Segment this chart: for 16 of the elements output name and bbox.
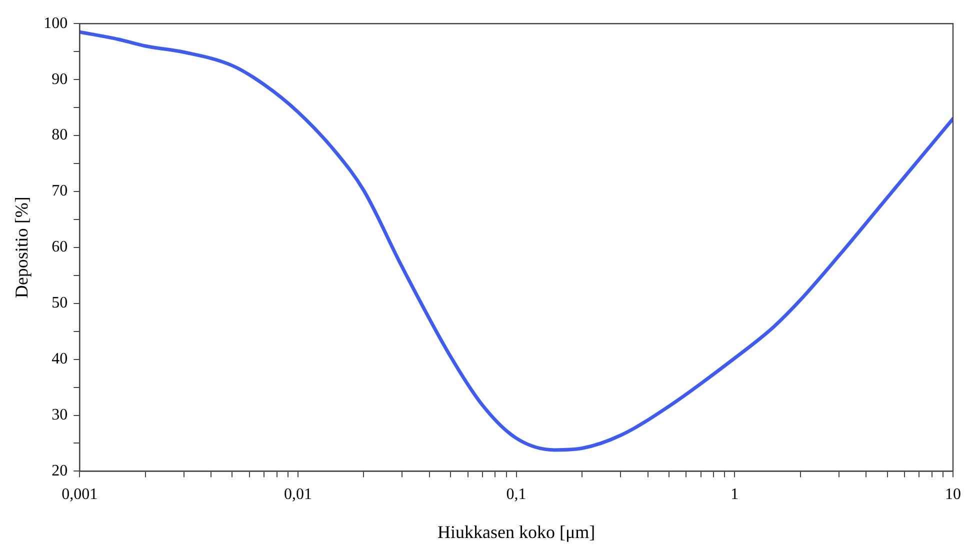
- y-tick-label: 60: [52, 238, 68, 256]
- y-axis-title: Depositio [%]: [12, 196, 32, 298]
- x-tick-label: 10: [945, 486, 961, 504]
- y-tick-label: 90: [52, 70, 68, 88]
- x-axis-title: Hiukkasen koko [μm]: [437, 522, 596, 542]
- y-tick-label: 70: [52, 182, 68, 200]
- x-tick-label: 0,1: [506, 486, 526, 504]
- y-tick-label: 100: [44, 14, 68, 32]
- y-tick-label: 20: [52, 462, 68, 480]
- x-tick-label: 0,001: [62, 486, 98, 504]
- x-tick-label: 0,01: [284, 486, 312, 504]
- x-tick-label: 1: [730, 486, 739, 504]
- y-tick-label: 50: [52, 294, 68, 312]
- y-tick-label: 30: [52, 406, 68, 424]
- y-tick-label: 40: [52, 350, 68, 368]
- y-tick-label: 80: [52, 126, 68, 144]
